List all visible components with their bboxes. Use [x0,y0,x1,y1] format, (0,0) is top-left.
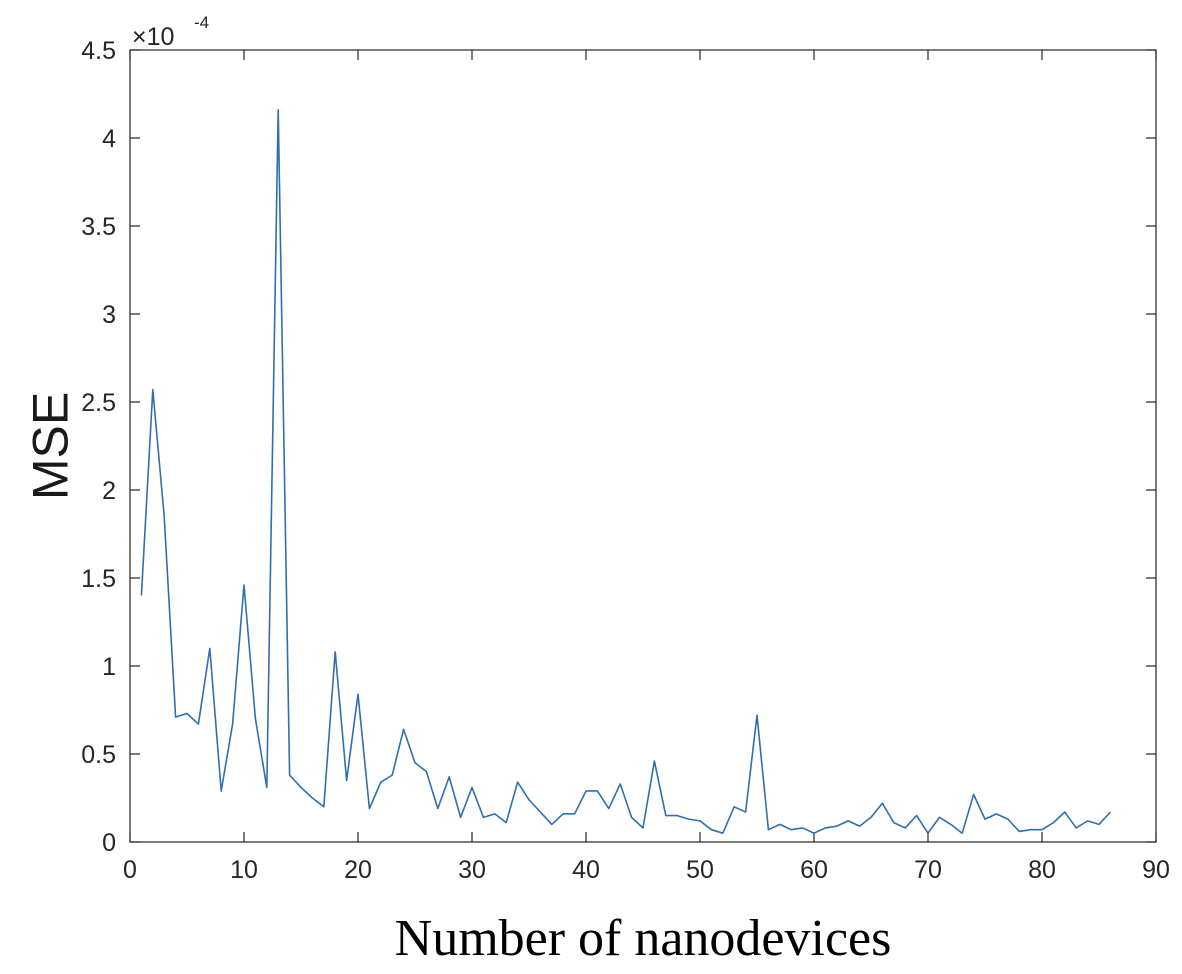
y-axis-ticks: 0 0.5 1 1.5 2 2.5 3 3.5 4 4.5 [81,37,1156,857]
x-axis-label: Number of nanodevices [395,910,892,967]
y-tick-label: 3 [102,301,116,329]
y-tick-label: 1 [102,653,116,681]
x-axis-ticks: 0 10 20 30 40 50 60 70 80 90 [123,50,1170,884]
y-tick-label: 3.5 [81,213,116,241]
y-tick-label: 4.5 [81,37,116,65]
y-axis-label: MSE [23,392,79,500]
x-tick-label: 80 [1028,856,1056,884]
x-tick-label: 90 [1142,856,1170,884]
x-tick-label: 40 [572,856,600,884]
plot-area-frame [129,49,1157,843]
y-tick-label: 0 [102,829,116,857]
y-tick-label: 1.5 [81,565,116,593]
y-tick-label: 2.5 [81,389,116,417]
y-tick-label: 0.5 [81,741,116,769]
y-axis-multiplier-exponent: -4 [194,13,209,32]
x-tick-label: 10 [230,856,258,884]
x-tick-label: 0 [123,856,137,884]
y-tick-label: 2 [102,477,116,505]
y-axis-multiplier: ×10 [132,23,174,51]
x-tick-label: 60 [800,856,828,884]
x-tick-label: 70 [914,856,942,884]
x-tick-label: 50 [686,856,714,884]
series-line [140,109,1111,834]
x-tick-label: 20 [344,856,372,884]
data-points [141,109,1111,834]
y-tick-label: 4 [102,125,116,153]
x-tick-label: 30 [458,856,486,884]
